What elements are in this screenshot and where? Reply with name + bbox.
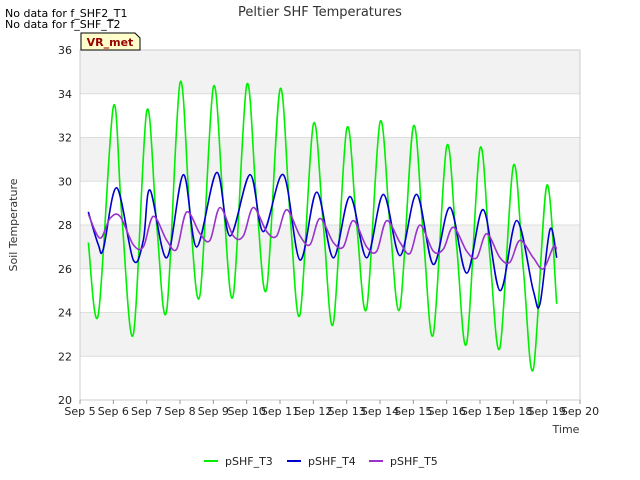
y-tick-label: 36 bbox=[58, 44, 72, 57]
x-tick-label: Sep 7 bbox=[131, 405, 162, 418]
x-tick-label: Sep 20 bbox=[561, 405, 599, 418]
plot-band bbox=[80, 50, 580, 94]
no-data-message-1: No data for f_SHF2_T1 bbox=[5, 7, 128, 20]
legend: pSHF_T3 pSHF_T4 pSHF_T5 bbox=[204, 455, 438, 468]
series-lines bbox=[87, 80, 558, 372]
series-line-pSHF_T3 bbox=[87, 80, 558, 372]
y-tick-label: 28 bbox=[58, 219, 72, 232]
x-tick-label: Sep 11 bbox=[261, 405, 299, 418]
x-tick-label: Sep 10 bbox=[228, 405, 266, 418]
x-tick-label: Sep 16 bbox=[428, 405, 466, 418]
plot-band bbox=[80, 93, 580, 138]
y-tick-label: 22 bbox=[58, 350, 72, 363]
x-tick-label: Sep 17 bbox=[461, 405, 499, 418]
y-tick-label: 20 bbox=[58, 394, 72, 407]
y-axis-label: Soil Temperature bbox=[7, 178, 20, 271]
y-tick-label: 34 bbox=[58, 88, 72, 101]
x-tick-label: Sep 12 bbox=[294, 405, 332, 418]
plot-frame bbox=[79, 49, 581, 401]
x-axis-label: Time bbox=[552, 423, 580, 436]
y-tick-label: 32 bbox=[58, 132, 72, 145]
x-tick-label: Sep 5 bbox=[64, 405, 95, 418]
site-badge: VR_met bbox=[80, 32, 141, 51]
legend-label: pSHF_T4 bbox=[308, 455, 356, 468]
site-badge-label: VR_met bbox=[87, 36, 134, 49]
no-data-message-2: No data for f_SHF_T2 bbox=[5, 18, 121, 31]
y-tick-label: 24 bbox=[58, 307, 72, 320]
x-tick-label: Sep 19 bbox=[528, 405, 566, 418]
series-line-pSHF_T5 bbox=[87, 206, 558, 270]
x-tick-label: Sep 9 bbox=[198, 405, 229, 418]
site-badge-box bbox=[80, 32, 141, 51]
plot-band bbox=[80, 356, 580, 400]
x-tick-label: Sep 13 bbox=[328, 405, 366, 418]
y-tick-labels: 20 22 24 26 28 30 32 34 36 bbox=[58, 44, 72, 407]
x-tick-label: Sep 14 bbox=[361, 405, 399, 418]
x-tick-label: Sep 15 bbox=[394, 405, 432, 418]
x-tick-label: Sep 8 bbox=[164, 405, 195, 418]
legend-label: pSHF_T3 bbox=[225, 455, 273, 468]
chart-title: Peltier SHF Temperatures bbox=[238, 5, 402, 20]
plot-band bbox=[80, 137, 580, 182]
x-tick-label: Sep 18 bbox=[494, 405, 532, 418]
legend-label: pSHF_T5 bbox=[390, 455, 438, 468]
x-tick-label: Sep 6 bbox=[98, 405, 129, 418]
y-tick-label: 30 bbox=[58, 175, 72, 188]
series-line-pSHF_T4 bbox=[87, 171, 558, 309]
y-tick-label: 26 bbox=[58, 263, 72, 276]
plot-band bbox=[80, 181, 580, 225]
